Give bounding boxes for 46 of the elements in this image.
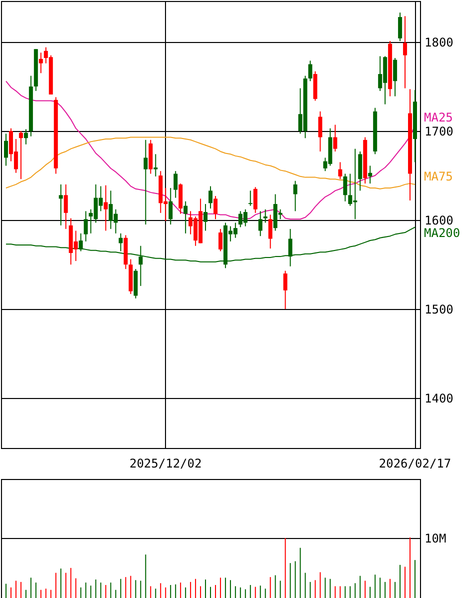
candlestick xyxy=(293,180,298,212)
series-label: MA25 xyxy=(424,110,453,125)
candlestick xyxy=(213,196,218,220)
candlestick xyxy=(393,57,398,97)
series-label: MA75 xyxy=(424,169,453,184)
candlestick xyxy=(78,232,83,252)
candlestick xyxy=(248,190,252,206)
candlestick xyxy=(64,184,68,230)
candlestick xyxy=(4,133,8,166)
candlestick xyxy=(204,204,208,232)
y-tick-label: 1700 xyxy=(424,124,454,139)
candlestick xyxy=(318,110,322,152)
candlestick xyxy=(174,170,178,198)
y-tick-label: 1400 xyxy=(424,392,454,406)
x-tick-label: 2026/02/17 xyxy=(378,456,452,470)
candlestick xyxy=(338,162,342,180)
candlestick xyxy=(84,210,88,242)
y-tick-label: 1800 xyxy=(424,35,454,50)
candlestick xyxy=(24,128,28,145)
candlestick xyxy=(168,187,173,225)
candlestick xyxy=(398,12,402,42)
candlestick xyxy=(268,214,272,250)
candlestick xyxy=(343,173,348,202)
candlestick xyxy=(333,124,338,152)
candlestick xyxy=(258,210,262,237)
candlestick xyxy=(104,184,108,232)
candlestick xyxy=(18,130,23,180)
candlestick xyxy=(308,60,312,82)
candlestick xyxy=(218,228,222,252)
candlestick xyxy=(38,52,43,74)
y-tick-label: 1500 xyxy=(424,302,454,317)
candlestick xyxy=(184,200,188,234)
candlestick xyxy=(208,186,212,209)
y-tick-label: 1600 xyxy=(424,214,454,228)
candlestick xyxy=(283,270,288,310)
candlestick xyxy=(263,208,268,224)
candlestick xyxy=(253,186,258,214)
y-tick-label: 10M xyxy=(424,532,446,546)
candlestick xyxy=(144,139,148,225)
candlestick xyxy=(58,184,63,226)
candlestick xyxy=(368,165,372,184)
candlestick xyxy=(118,232,123,252)
candlestick xyxy=(154,154,158,177)
series-label: MA200 xyxy=(424,226,460,240)
x-tick-label: 2025/12/02 xyxy=(129,456,202,470)
candlestick xyxy=(403,16,408,89)
